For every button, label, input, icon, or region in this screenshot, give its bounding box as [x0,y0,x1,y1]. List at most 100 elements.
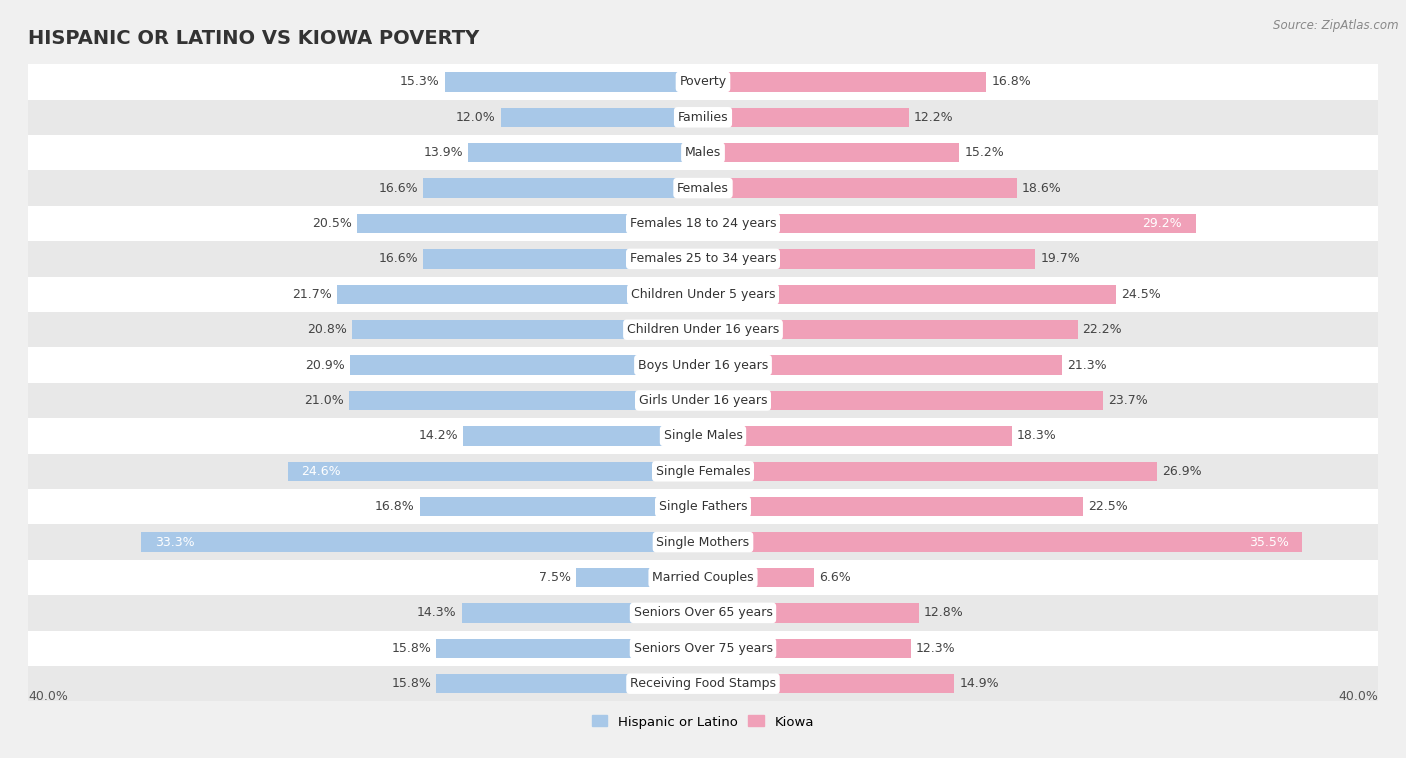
Bar [357,214,703,233]
Bar [444,72,703,92]
Text: 29.2%: 29.2% [1143,217,1182,230]
Text: 14.2%: 14.2% [419,429,458,443]
Bar [28,525,1378,560]
Text: Males: Males [685,146,721,159]
Bar [703,426,1012,446]
Text: Children Under 16 years: Children Under 16 years [627,323,779,337]
Bar [352,320,703,340]
Text: Source: ZipAtlas.com: Source: ZipAtlas.com [1274,19,1399,32]
Text: 26.9%: 26.9% [1161,465,1202,478]
Bar [28,277,1378,312]
Bar [28,99,1378,135]
Text: Married Couples: Married Couples [652,571,754,584]
Text: Girls Under 16 years: Girls Under 16 years [638,394,768,407]
Bar [28,171,1378,205]
Text: 18.6%: 18.6% [1022,182,1062,195]
Bar [423,249,703,268]
Text: 6.6%: 6.6% [820,571,851,584]
Bar [703,356,1063,374]
Bar [28,595,1378,631]
Text: 22.5%: 22.5% [1088,500,1128,513]
Text: Seniors Over 75 years: Seniors Over 75 years [634,642,772,655]
Text: 20.5%: 20.5% [312,217,352,230]
Bar [28,135,1378,171]
Text: Single Mothers: Single Mothers [657,536,749,549]
Bar [28,631,1378,666]
Text: 18.3%: 18.3% [1017,429,1056,443]
Bar [461,603,703,622]
Bar [350,356,703,374]
Bar [28,205,1378,241]
Text: 20.8%: 20.8% [307,323,347,337]
Text: Poverty: Poverty [679,75,727,89]
Text: 15.3%: 15.3% [401,75,440,89]
Text: 19.7%: 19.7% [1040,252,1080,265]
Text: Females: Females [678,182,728,195]
Text: 21.7%: 21.7% [292,288,332,301]
Text: Females 18 to 24 years: Females 18 to 24 years [630,217,776,230]
Bar [703,674,955,694]
Text: 22.2%: 22.2% [1083,323,1122,337]
Text: Single Males: Single Males [664,429,742,443]
Bar [337,284,703,304]
Text: 16.6%: 16.6% [378,252,418,265]
Text: 40.0%: 40.0% [1339,691,1378,703]
Text: Boys Under 16 years: Boys Under 16 years [638,359,768,371]
Bar [576,568,703,587]
Text: 13.9%: 13.9% [423,146,464,159]
Text: 23.7%: 23.7% [1108,394,1147,407]
Text: 15.8%: 15.8% [391,642,432,655]
Text: Single Fathers: Single Fathers [659,500,747,513]
Text: 21.3%: 21.3% [1067,359,1107,371]
Text: 14.3%: 14.3% [418,606,457,619]
Bar [28,489,1378,525]
Bar [436,638,703,658]
Bar [141,532,703,552]
Text: Children Under 5 years: Children Under 5 years [631,288,775,301]
Bar [703,320,1077,340]
Bar [703,568,814,587]
Bar [349,391,703,410]
Bar [28,347,1378,383]
Text: 16.8%: 16.8% [375,500,415,513]
Text: HISPANIC OR LATINO VS KIOWA POVERTY: HISPANIC OR LATINO VS KIOWA POVERTY [28,29,479,48]
Text: 14.9%: 14.9% [959,677,1000,691]
Bar [288,462,703,481]
Text: 7.5%: 7.5% [540,571,571,584]
Text: 12.0%: 12.0% [456,111,495,124]
Bar [703,391,1102,410]
Bar [703,462,1157,481]
Bar [28,383,1378,418]
Text: Seniors Over 65 years: Seniors Over 65 years [634,606,772,619]
Text: 21.0%: 21.0% [304,394,343,407]
Bar [703,249,1035,268]
Legend: Hispanic or Latino, Kiowa: Hispanic or Latino, Kiowa [586,710,820,734]
Bar [703,108,908,127]
Bar [28,312,1378,347]
Bar [703,72,987,92]
Bar [703,497,1083,516]
Bar [28,418,1378,453]
Bar [703,638,911,658]
Text: 16.6%: 16.6% [378,182,418,195]
Bar [28,241,1378,277]
Text: Single Females: Single Females [655,465,751,478]
Text: 20.9%: 20.9% [305,359,346,371]
Text: 15.2%: 15.2% [965,146,1004,159]
Text: Receiving Food Stamps: Receiving Food Stamps [630,677,776,691]
Text: 12.8%: 12.8% [924,606,963,619]
Bar [703,178,1017,198]
Bar [436,674,703,694]
Text: 24.6%: 24.6% [301,465,342,478]
Bar [28,560,1378,595]
Bar [464,426,703,446]
Text: 15.8%: 15.8% [391,677,432,691]
Text: 16.8%: 16.8% [991,75,1031,89]
Bar [468,143,703,162]
Bar [28,666,1378,701]
Text: Families: Families [678,111,728,124]
Bar [703,603,920,622]
Bar [28,453,1378,489]
Text: 35.5%: 35.5% [1249,536,1288,549]
Bar [703,284,1116,304]
